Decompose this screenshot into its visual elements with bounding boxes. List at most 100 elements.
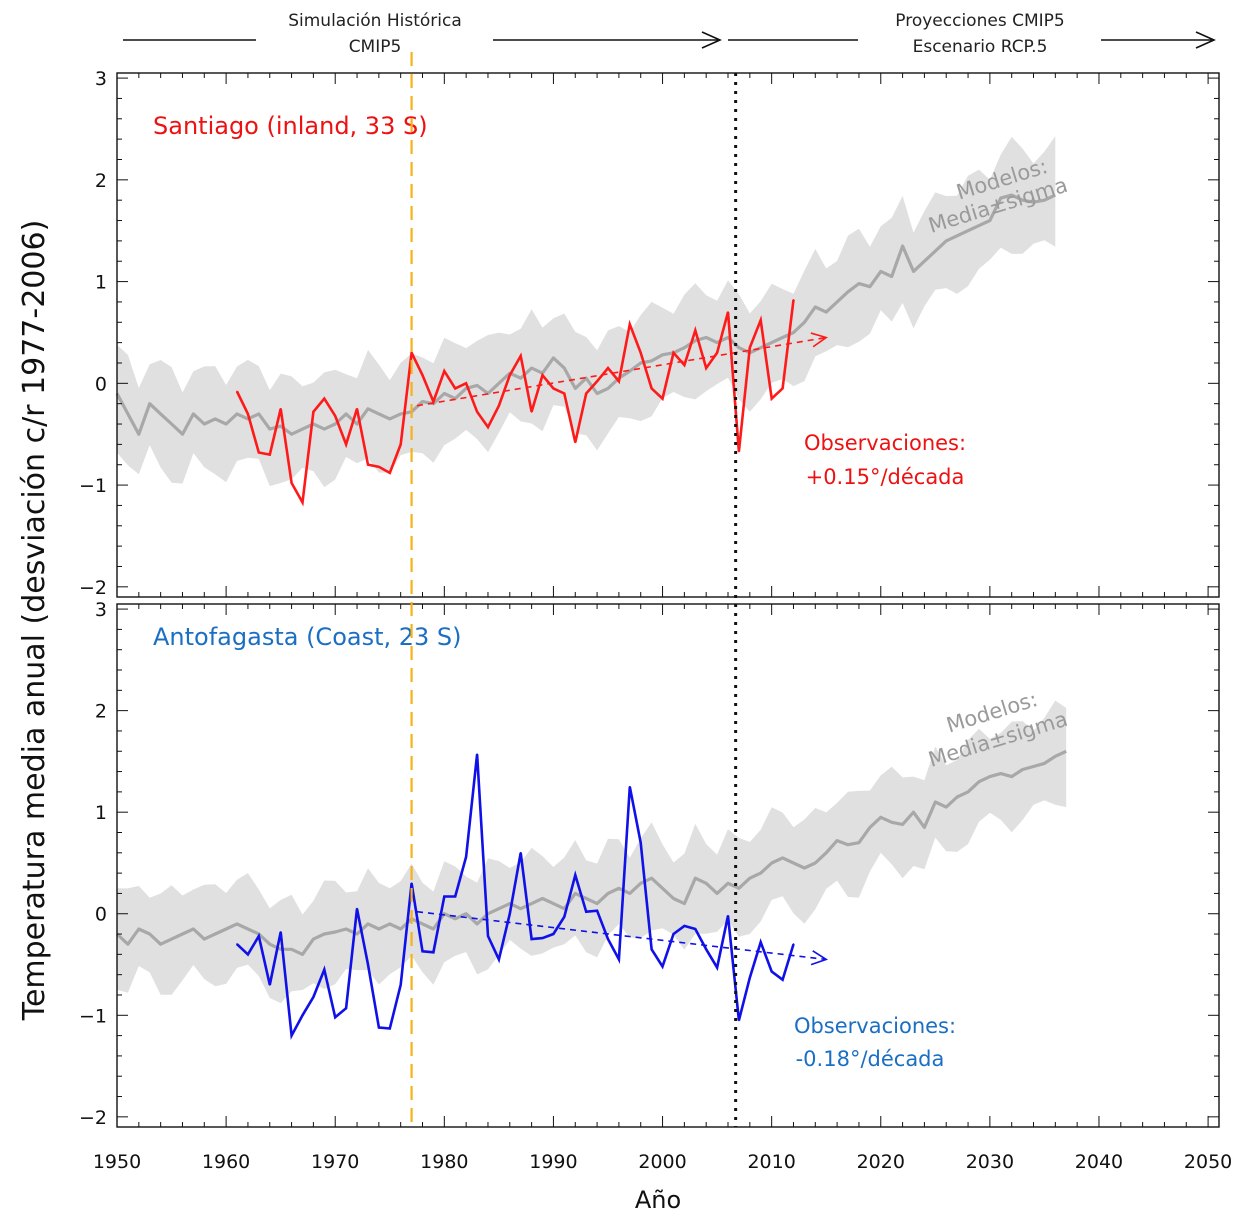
santiago-obs-point [574, 441, 577, 444]
santiago-plot-frame [116, 72, 1220, 598]
x-tick-label: 2010 [747, 1151, 795, 1173]
santiago-obs-point [596, 380, 598, 383]
antofagasta-obs-point [236, 943, 238, 946]
santiago-obs-point [279, 407, 282, 410]
antofagasta-obs-point [705, 948, 708, 951]
santiago-observations-layer [235, 299, 795, 507]
antofagasta-obs-point [388, 1027, 391, 1030]
antofagasta-obs-point [312, 996, 315, 998]
antofagasta-obs-point [628, 785, 631, 788]
santiago-obs-point [443, 370, 446, 372]
x-tick-label: 2000 [638, 1151, 686, 1173]
x-tick-label: 2040 [1075, 1151, 1123, 1173]
santiago-obs-point [672, 351, 675, 354]
santiago-obs-label-line2: +0.15°/década [806, 465, 965, 489]
antofagasta-obs-point [465, 856, 467, 858]
antofagasta-y-tick-label: 0 [95, 904, 107, 926]
antofagasta-obs-point [323, 968, 326, 971]
antofagasta-obs-point [541, 937, 544, 939]
antofagasta-obs-label-line2: -0.18°/década [796, 1047, 945, 1071]
antofagasta-obs-point [421, 950, 424, 953]
antofagasta-obs-point [781, 978, 784, 981]
santiago-obs-point [552, 387, 555, 390]
santiago-y-tick-label: 1 [95, 272, 107, 294]
santiago-obs-point [530, 410, 533, 413]
x-tick-label: 1960 [202, 1151, 250, 1173]
antofagasta-observations-layer [236, 753, 795, 1040]
santiago-obs-point [607, 367, 609, 369]
antofagasta-obs-point [257, 935, 260, 937]
period-divider-lines [410, 52, 738, 1127]
header-projection-line1: Proyecciones CMIP5 [895, 11, 1064, 31]
santiago-trend-layer [416, 332, 829, 407]
antofagasta-obs-point [334, 1016, 337, 1019]
santiago-obs-point [508, 374, 511, 377]
santiago-obs-point [519, 355, 522, 357]
santiago-y-tick-label: −1 [79, 475, 107, 497]
santiago-y-tick-label: −2 [79, 577, 107, 599]
santiago-obs-point [618, 380, 620, 383]
antofagasta-obs-point [519, 851, 522, 854]
antofagasta-trend-arrow-line [416, 910, 827, 961]
antofagasta-model-mean-layer [115, 749, 1067, 957]
santiago-obs-point [585, 392, 588, 395]
santiago-obs-point [432, 400, 435, 403]
antofagasta-obs-point [530, 938, 533, 940]
santiago-obs-point [290, 482, 293, 484]
antofagasta-obs-point [432, 951, 435, 954]
santiago-obs-point [399, 443, 402, 446]
antofagasta-obs-point [650, 948, 653, 951]
header-projection-line2: Escenario RCP.5 [913, 37, 1048, 57]
santiago-obs-point [487, 426, 489, 428]
antofagasta-obs-point [563, 915, 566, 918]
santiago-obs-point [312, 410, 315, 413]
santiago-obs-point [683, 364, 686, 366]
header-arrowhead-historical [701, 31, 722, 49]
santiago-trend-arrow-line [416, 336, 827, 407]
santiago-model-sigma-band [117, 136, 1056, 488]
santiago-obs-point [410, 351, 413, 354]
santiago-y-tick-label: 3 [95, 68, 107, 90]
santiago-y-tick-label: 0 [95, 373, 107, 395]
santiago-obs-point [268, 453, 271, 456]
antofagasta-obs-point [268, 983, 271, 986]
antofagasta-y-tick-label: 2 [95, 701, 107, 723]
antofagasta-plot-frame [116, 603, 1220, 1128]
antofagasta-axes-frame: −2 −1 0 1 2 3 [79, 599, 1220, 1129]
antofagasta-obs-point [279, 931, 282, 933]
santiago-obs-point [476, 410, 478, 413]
santiago-obs-point [301, 501, 304, 504]
santiago-obs-point [454, 387, 457, 390]
antofagasta-obs-point [759, 941, 762, 944]
santiago-obs-point [727, 311, 729, 313]
antofagasta-trend-layer [416, 910, 829, 966]
x-tick-labels: 1950 1960 1970 1980 1990 2000 2010 2020 2030 2040… [93, 1151, 1232, 1173]
santiago-model-band-layer [117, 136, 1056, 488]
santiago-obs-point [792, 299, 795, 301]
antofagasta-obs-point [639, 841, 642, 844]
antofagasta-obs-point [792, 943, 795, 946]
antofagasta-obs-point [487, 935, 489, 937]
santiago-obs-point [367, 463, 369, 466]
antofagasta-obs-point [498, 958, 500, 961]
santiago-obs-point [639, 351, 642, 354]
antofagasta-model-mean-line [115, 749, 1067, 957]
santiago-observations-line [235, 299, 795, 507]
antofagasta-y-tick-label: −1 [79, 1005, 107, 1027]
y-axis-title: Temperatura media anual (desviación c/r … [17, 220, 52, 1022]
antofagasta-obs-point [672, 933, 675, 935]
antofagasta-obs-point [552, 933, 555, 935]
antofagasta-obs-point [247, 953, 249, 956]
antofagasta-obs-point [290, 1034, 293, 1037]
santiago-obs-point [650, 387, 653, 390]
santiago-obs-point [345, 443, 347, 446]
santiago-model-mean-line [115, 193, 1056, 436]
antofagasta-obs-point [399, 983, 402, 986]
antofagasta-obs-point [345, 1007, 347, 1010]
x-tick-label: 2020 [857, 1151, 905, 1173]
antofagasta-y-tick-label: 1 [95, 802, 107, 824]
antofagasta-model-sigma-band [117, 700, 1067, 1004]
antofagasta-obs-point [367, 963, 369, 966]
